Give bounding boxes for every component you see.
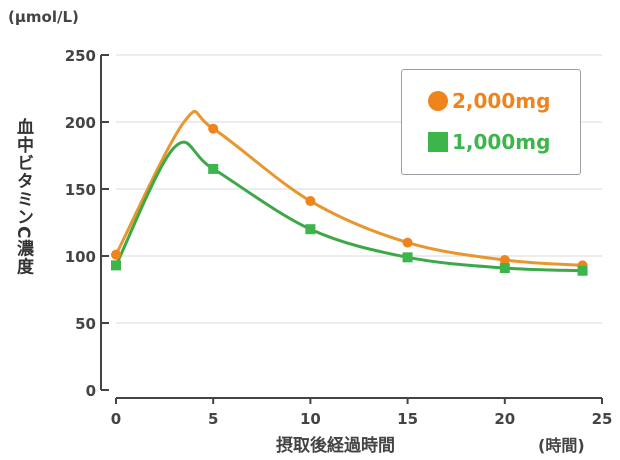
legend-item-2000mg: 2,000mg: [428, 89, 550, 113]
y-tick-label: 250: [65, 47, 96, 65]
y-axis-label: 血中ビタミンC濃度: [13, 118, 33, 276]
x-tick-label: 0: [111, 410, 121, 428]
data-point-circle: [499, 255, 510, 266]
data-point-circle: [402, 237, 413, 248]
data-point-square: [499, 263, 510, 274]
data-point-circle: [305, 196, 316, 207]
data-point-square: [305, 224, 316, 235]
legend: 2,000mg 1,000mg: [401, 69, 581, 175]
legend-label: 1,000mg: [452, 130, 551, 154]
legend-circle-marker: [428, 91, 448, 111]
x-tick-label: 5: [208, 410, 218, 428]
axes: [100, 54, 603, 404]
data-point-square: [577, 265, 588, 276]
x-tick-label: 10: [300, 410, 321, 428]
legend-label: 2,000mg: [452, 89, 551, 113]
legend-square-marker: [428, 132, 448, 152]
legend-item-1000mg: 1,000mg: [428, 130, 550, 154]
data-point-square: [111, 260, 121, 271]
y-tick-label: 0: [86, 382, 96, 400]
data-point-square: [402, 252, 413, 263]
x-tick-label: 20: [494, 410, 515, 428]
y-tick-label: 200: [65, 114, 96, 132]
series-markers: [111, 123, 588, 276]
y-tick-label: 150: [65, 181, 96, 199]
data-point-circle: [208, 123, 219, 134]
series-line-0: [114, 109, 583, 267]
tick-labels: 0 50 100 150 200 250 0 5 10 15 20 25: [65, 47, 613, 428]
y-tick-label: 50: [75, 315, 96, 333]
x-tick-label: 25: [592, 410, 613, 428]
x-axis-unit: (時間): [538, 436, 585, 455]
y-tick-label: 100: [65, 248, 96, 266]
data-point-circle: [111, 249, 121, 260]
y-axis-unit: (µmol/L): [8, 8, 79, 26]
x-axis-label: 摂取後経過時間: [276, 436, 395, 456]
x-tick-label: 15: [397, 410, 418, 428]
data-point-square: [208, 163, 219, 174]
